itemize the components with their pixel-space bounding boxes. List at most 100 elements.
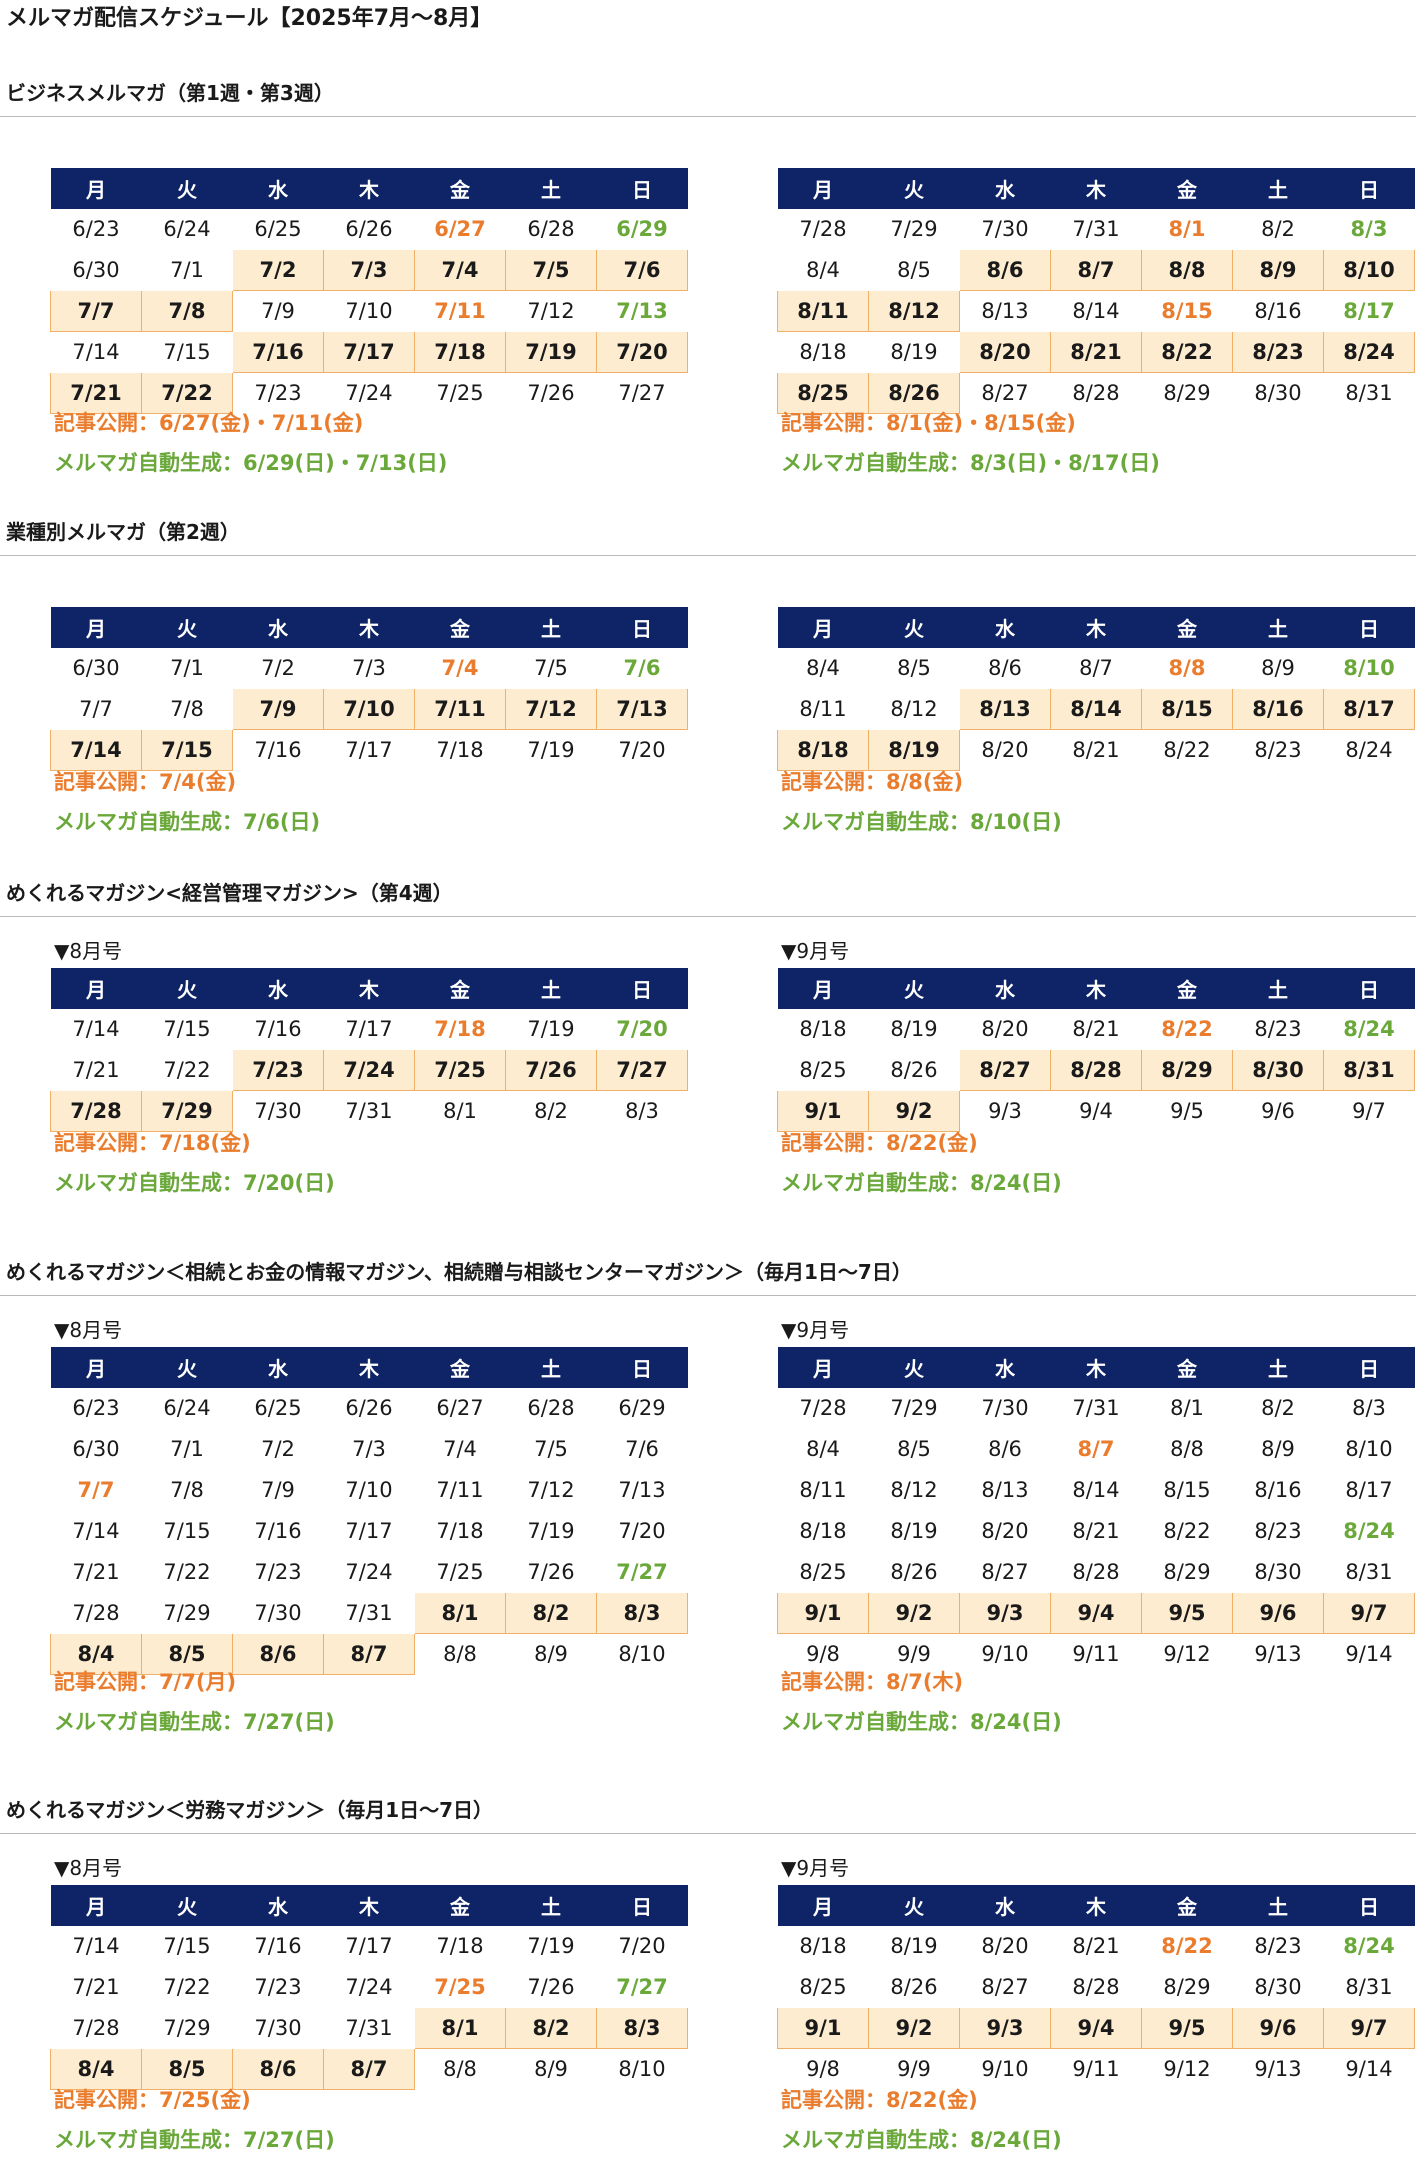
calendar-day-cell: 7/25 bbox=[436, 381, 484, 405]
calendar-day-cell: 8/10 bbox=[1343, 656, 1395, 680]
calendar-table: 月火水木金土日 8/18 8/19 8/20 8/21 8/22 8/23 8/24 8/25 8… bbox=[777, 1885, 1415, 2090]
calendar-day-cell: 7/7 bbox=[50, 290, 142, 332]
calendar-day-cell: 7/20 bbox=[616, 1017, 668, 1041]
calendar-day-cell: 8/29 bbox=[1163, 381, 1211, 405]
calendar-day-cell: 8/4 bbox=[50, 2048, 142, 2090]
weekday-header: 木 bbox=[323, 607, 415, 648]
calendar-day-cell: 7/15 bbox=[163, 1017, 211, 1041]
weekday-header: 金 bbox=[1141, 968, 1233, 1009]
calendar-week-row: 7/28 7/29 7/30 7/31 8/1 8/2 8/3 bbox=[778, 209, 1415, 250]
calendar-day-cell: 7/19 bbox=[505, 331, 597, 373]
calendar-day-cell: 8/8 bbox=[443, 2057, 477, 2081]
calendar-day-cell: 7/24 bbox=[323, 1049, 415, 1091]
weekday-header: 土 bbox=[1232, 607, 1324, 648]
weekday-header: 火 bbox=[868, 168, 960, 209]
calendar-day-cell: 8/13 bbox=[959, 688, 1051, 730]
calendar-day-cell: 7/14 bbox=[72, 1017, 120, 1041]
calendar-day-cell: 8/7 bbox=[1077, 1437, 1115, 1461]
calendar-day-cell: 7/15 bbox=[163, 1519, 211, 1543]
calendar-day-cell: 7/20 bbox=[618, 738, 666, 762]
calendar-day-cell: 7/24 bbox=[345, 1560, 393, 1584]
calendar-day-cell: 8/7 bbox=[1079, 656, 1113, 680]
calendar-day-cell: 7/30 bbox=[254, 1099, 302, 1123]
calendar-day-cell: 9/11 bbox=[1072, 2057, 1120, 2081]
calendar-day-cell: 8/11 bbox=[799, 1478, 847, 1502]
calendar-day-cell: 9/2 bbox=[868, 1090, 960, 1132]
calendar-day-cell: 7/17 bbox=[345, 738, 393, 762]
schedule-section: めくれるマガジン＜相続とお金の情報マガジン、相続贈与相談センターマガジン＞（毎月… bbox=[0, 1257, 1416, 1734]
calendar-day-cell: 8/1 bbox=[443, 1099, 477, 1123]
calendar-day-cell: 8/12 bbox=[890, 1478, 938, 1502]
calendar-day-cell: 8/9 bbox=[1232, 249, 1324, 291]
calendar-day-cell: 7/26 bbox=[527, 1560, 575, 1584]
weekday-header: 木 bbox=[323, 168, 415, 209]
weekday-header: 水 bbox=[959, 1347, 1051, 1388]
weekday-header: 日 bbox=[1323, 1885, 1415, 1926]
calendar-day-cell: 9/5 bbox=[1170, 1099, 1204, 1123]
calendar-day-cell: 8/2 bbox=[1261, 1396, 1295, 1420]
calendar-week-row: 8/18 8/19 8/20 8/21 8/22 8/23 8/24 bbox=[778, 1009, 1415, 1050]
calendar-day-cell: 7/1 bbox=[170, 1437, 204, 1461]
calendar-day-cell: 8/22 bbox=[1163, 1519, 1211, 1543]
calendar-day-cell: 7/18 bbox=[436, 738, 484, 762]
calendar-week-row: 9/8 9/9 9/10 9/11 9/12 9/13 9/14 bbox=[778, 2049, 1415, 2090]
calendar-day-cell: 7/7 bbox=[77, 1478, 115, 1502]
calendar-day-cell: 8/27 bbox=[981, 381, 1029, 405]
weekday-header: 月 bbox=[50, 1347, 142, 1388]
calendar-day-cell: 7/22 bbox=[163, 1975, 211, 1999]
calendar-day-cell: 7/9 bbox=[232, 688, 324, 730]
weekday-header-row: 月火水木金土日 bbox=[777, 168, 1415, 209]
calendar-day-cell: 8/31 bbox=[1345, 381, 1393, 405]
weekday-header: 日 bbox=[596, 607, 688, 648]
calendar-day-cell: 8/17 bbox=[1323, 688, 1415, 730]
calendar-table: 月火水木金土日 6/23 6/24 6/25 6/26 6/27 6/28 6/29 6/30 7… bbox=[50, 1347, 688, 1675]
calendar-week-row: 8/18 8/19 8/20 8/21 8/22 8/23 8/24 bbox=[777, 729, 1415, 771]
calendar-day-cell: 8/8 bbox=[1170, 1437, 1204, 1461]
calendar-week-row: 8/4 8/5 8/6 8/7 8/8 8/9 8/10 bbox=[50, 1633, 688, 1675]
calendar-table: 月火水木金土日 8/4 8/5 8/6 8/7 8/8 8/9 8/10 8/11 8/12 8/1… bbox=[777, 607, 1415, 771]
weekday-header: 火 bbox=[868, 1347, 960, 1388]
auto-generate-note: メルマガ自動生成：7/27(日) bbox=[54, 1710, 335, 1734]
calendar-day-cell: 8/10 bbox=[618, 2057, 666, 2081]
weekday-header: 土 bbox=[1232, 968, 1324, 1009]
calendar-day-cell: 9/11 bbox=[1072, 1642, 1120, 1666]
schedule-section: 業種別メルマガ（第2週）月火水木金土日 6/30 7/1 7/2 7/3 7/4 7/5 7/… bbox=[0, 517, 1416, 834]
calendar-week-row: 7/14 7/15 7/16 7/17 7/18 7/19 7/20 bbox=[51, 1009, 688, 1050]
weekday-header-row: 月火水木金土日 bbox=[777, 1885, 1415, 1926]
calendar-day-cell: 6/28 bbox=[527, 1396, 575, 1420]
weekday-header: 金 bbox=[1141, 1885, 1233, 1926]
calendar-day-cell: 7/14 bbox=[72, 1519, 120, 1543]
publish-date-note: 記事公開：8/22(金) bbox=[781, 1131, 978, 1155]
calendar-day-cell: 7/4 bbox=[443, 1437, 477, 1461]
calendar-day-cell: 8/11 bbox=[799, 697, 847, 721]
calendar-week-row: 7/21 7/22 7/23 7/24 7/25 7/26 7/27 bbox=[51, 1049, 688, 1091]
calendar-day-cell: 6/30 bbox=[72, 1437, 120, 1461]
calendar-day-cell: 8/6 bbox=[232, 2048, 324, 2090]
calendar-day-cell: 7/23 bbox=[254, 1560, 302, 1584]
calendar-day-cell: 7/25 bbox=[414, 1049, 506, 1091]
weekday-header: 月 bbox=[50, 1885, 142, 1926]
calendar-day-cell: 8/23 bbox=[1254, 1519, 1302, 1543]
publish-date-note: 記事公開：7/7(月) bbox=[54, 1670, 237, 1694]
calendar-day-cell: 8/18 bbox=[799, 1017, 847, 1041]
weekday-header: 水 bbox=[959, 968, 1051, 1009]
calendar-day-cell: 9/14 bbox=[1345, 2057, 1393, 2081]
calendar-day-cell: 8/20 bbox=[981, 1934, 1029, 1958]
calendar-week-row: 8/25 8/26 8/27 8/28 8/29 8/30 8/31 bbox=[778, 1967, 1415, 2008]
calendar-day-cell: 8/31 bbox=[1323, 1049, 1415, 1091]
calendar-table: 月火水木金土日 7/14 7/15 7/16 7/17 7/18 7/19 7/20 7/21 7… bbox=[50, 1885, 688, 2090]
calendar-day-cell: 7/30 bbox=[254, 1601, 302, 1625]
calendar-day-cell: 9/9 bbox=[897, 1642, 931, 1666]
weekday-header: 日 bbox=[1323, 607, 1415, 648]
weekday-header: 木 bbox=[323, 1347, 415, 1388]
weekday-header: 水 bbox=[959, 607, 1051, 648]
calendar-day-cell: 8/19 bbox=[890, 1934, 938, 1958]
calendar-day-cell: 7/2 bbox=[261, 656, 295, 680]
page-title: メルマガ配信スケジュール【2025年7月～8月】 bbox=[6, 6, 493, 31]
calendar-day-cell: 7/16 bbox=[254, 1017, 302, 1041]
calendar-day-cell: 9/7 bbox=[1323, 2007, 1415, 2049]
calendar-day-cell: 7/29 bbox=[163, 2016, 211, 2040]
calendar-week-row: 8/11 8/12 8/13 8/14 8/15 8/16 8/17 bbox=[778, 688, 1415, 730]
calendar-day-cell: 8/13 bbox=[981, 299, 1029, 323]
calendar-day-cell: 8/17 bbox=[1345, 1478, 1393, 1502]
